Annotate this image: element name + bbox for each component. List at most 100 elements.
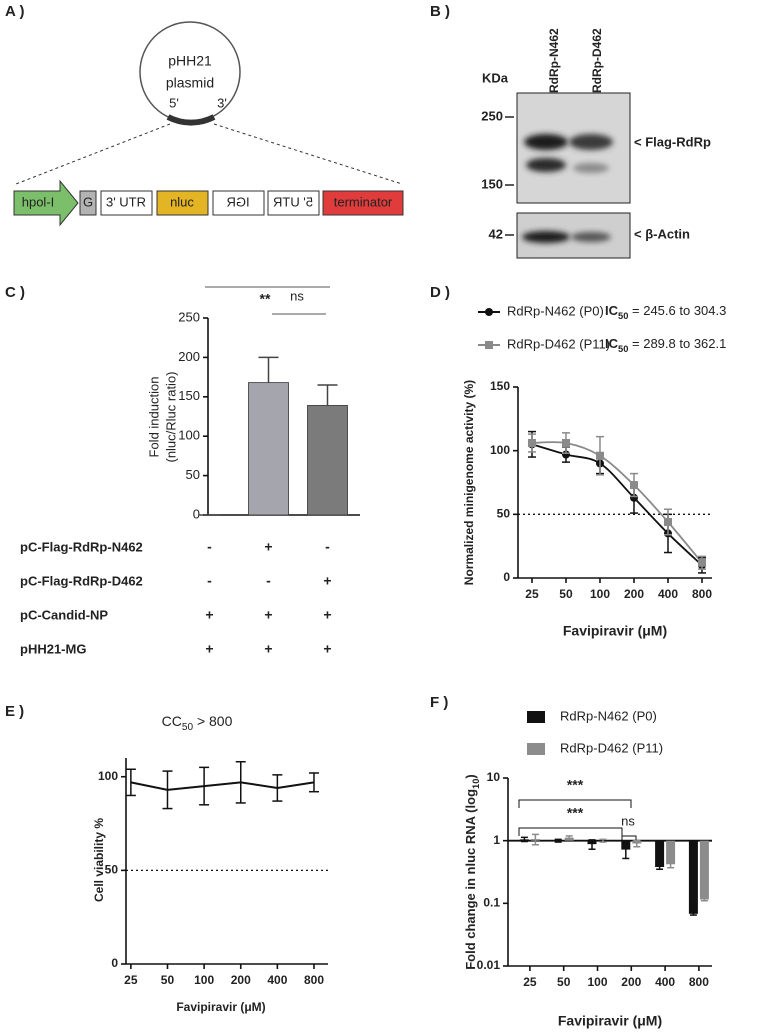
- band: [571, 232, 611, 242]
- x-tick-label: 50: [557, 975, 571, 989]
- marker: [595, 451, 604, 460]
- y-tick-label: 1: [493, 833, 500, 847]
- x-axis-label: Favipiravir (μM): [176, 1000, 265, 1014]
- ic50-label-main: IC: [605, 336, 619, 351]
- x-tick-label: 25: [525, 587, 539, 601]
- ic50-label-sub: 50: [618, 311, 628, 321]
- fit-line: [531, 443, 703, 566]
- segment: [79, 190, 97, 216]
- segment-label: nluc: [170, 194, 194, 209]
- plasmid-name: pHH21: [168, 53, 212, 69]
- segment: [156, 190, 209, 216]
- y-axis-label: (nluc/Rluc ratio): [163, 371, 178, 462]
- error-bar: [199, 766, 210, 806]
- significance-label: ns: [290, 288, 304, 303]
- significance-label: ***: [567, 777, 584, 793]
- chart-title-rest: > 800: [193, 713, 233, 729]
- plasmid-name: plasmid: [166, 75, 214, 91]
- chart-title-sub: 50: [182, 722, 194, 733]
- segment: [267, 190, 320, 216]
- x-tick-label: 400: [658, 587, 678, 601]
- x-tick-label: 800: [692, 587, 712, 601]
- plasmid-insert-arc: [166, 114, 216, 126]
- y-axis-label-sub: 10: [471, 779, 481, 789]
- condition-sign: -: [207, 573, 212, 589]
- sig-bracket: [518, 799, 632, 808]
- error-bar: [633, 839, 641, 848]
- bar: [688, 840, 698, 914]
- promoter-arrow: [13, 179, 79, 227]
- condition-sign: +: [264, 607, 272, 623]
- error-bar: [308, 772, 319, 793]
- condition-sign: +: [205, 607, 213, 623]
- error-bar: [667, 860, 675, 869]
- y-tick-label: 0: [193, 506, 200, 521]
- y-axis-label: Normalized minigenome activity (%): [462, 380, 476, 585]
- condition-sign: +: [264, 539, 272, 555]
- segment-label: IGR: [226, 194, 249, 209]
- bar: [666, 840, 676, 865]
- segment: [212, 190, 265, 216]
- y-tick-label: 100: [178, 428, 200, 443]
- x-tick-label: 100: [590, 587, 610, 601]
- zoom-line: [15, 123, 171, 185]
- error-bar: [588, 839, 596, 850]
- y-tick-label: 50: [105, 863, 119, 877]
- ic50-label-rest: = 245.6 to 304.3: [628, 303, 726, 318]
- band: [524, 134, 568, 150]
- segment-label: terminator: [334, 194, 393, 209]
- y-tick-label: 50: [497, 507, 511, 521]
- chart-title: CC50 > 800: [162, 713, 233, 733]
- x-tick-label: 200: [624, 587, 644, 601]
- y-tick-label: 0: [111, 956, 118, 970]
- condition-sign: +: [264, 641, 272, 657]
- condition-name: pHH21-MG: [20, 641, 86, 656]
- bar: [699, 840, 709, 900]
- marker: [629, 481, 638, 490]
- marker: [697, 558, 706, 567]
- segment-label: 5' UTR: [273, 194, 313, 209]
- data-line: [130, 781, 315, 791]
- x-tick-label: 25: [124, 973, 138, 987]
- x-tick-label: 25: [523, 975, 537, 989]
- marker: [561, 439, 570, 448]
- x-tick-label: 800: [304, 973, 324, 987]
- y-tick-label: 100: [98, 769, 118, 783]
- chart-title-main: CC: [162, 713, 182, 729]
- bar: [307, 405, 348, 516]
- y-tick-label: 0.1: [483, 896, 500, 910]
- segment-label: 3' UTR: [106, 194, 146, 209]
- error-bar: [125, 768, 136, 797]
- x-axis-label: Favipiravir (μM): [563, 623, 667, 639]
- sig-bracket: [621, 835, 637, 843]
- legend-marker: [485, 308, 493, 316]
- x-tick-label: 50: [559, 587, 573, 601]
- zoom-line: [213, 123, 403, 185]
- panel-label: A ): [5, 3, 24, 20]
- band: [569, 134, 613, 150]
- error-bar: [272, 774, 283, 802]
- ic50-label: IC50 = 245.6 to 304.3: [605, 303, 726, 321]
- unit-label: KDa: [482, 70, 509, 85]
- panel-label: B ): [430, 3, 450, 20]
- condition-name: pC-Flag-RdRp-N462: [20, 539, 143, 554]
- end-label: 5': [169, 95, 179, 110]
- x-tick-label: 100: [587, 975, 607, 989]
- x-tick-label: 50: [161, 973, 175, 987]
- condition-sign: -: [266, 573, 271, 589]
- sig-bracket: [518, 827, 623, 836]
- y-tick-label: 150: [178, 388, 200, 403]
- legend-swatch: [527, 743, 545, 755]
- error-bar: [258, 356, 279, 383]
- legend-swatch: [527, 711, 545, 723]
- y-tick-label: 0.01: [477, 958, 501, 972]
- condition-sign: +: [323, 641, 331, 657]
- condition-sign: -: [207, 539, 212, 555]
- x-tick-label: 100: [194, 973, 214, 987]
- significance-label: ns: [621, 813, 635, 828]
- condition-name: pC-Candid-NP: [20, 607, 108, 622]
- segment: [100, 190, 153, 216]
